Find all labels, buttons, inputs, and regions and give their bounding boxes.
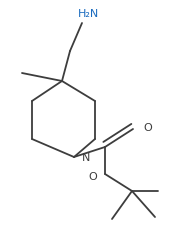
Text: O: O: [89, 171, 97, 181]
Text: N: N: [82, 152, 90, 162]
Text: O: O: [143, 122, 152, 133]
Text: H₂N: H₂N: [78, 9, 99, 19]
